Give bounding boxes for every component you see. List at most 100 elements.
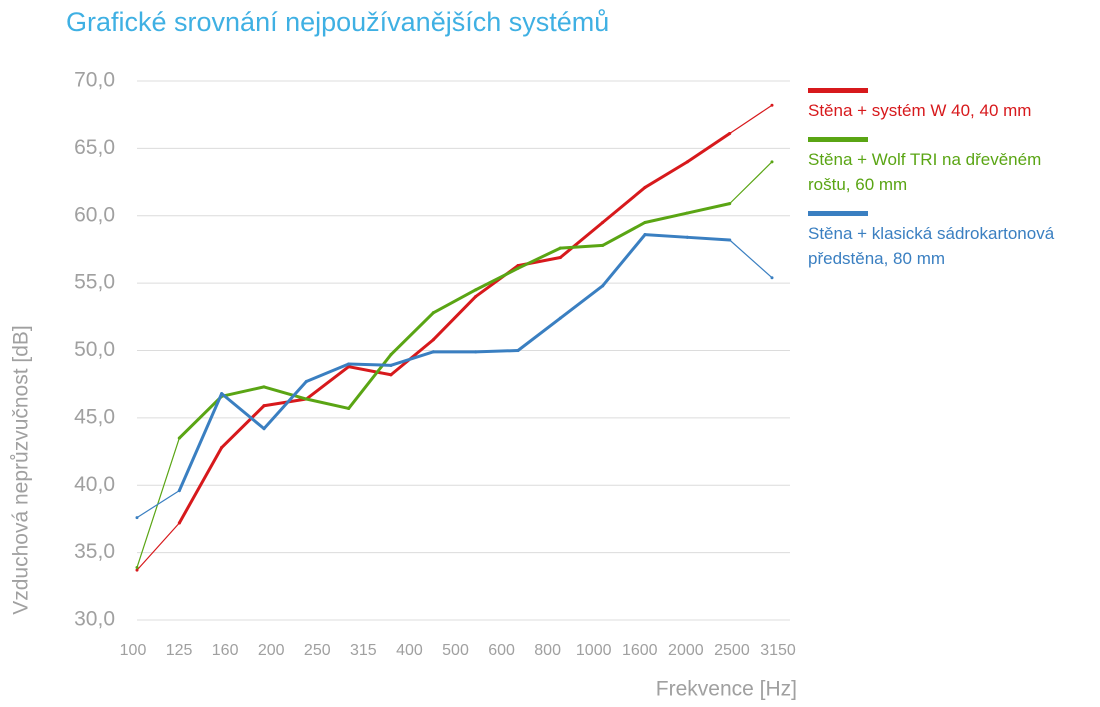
data-point xyxy=(601,220,605,224)
legend-swatch xyxy=(808,137,868,142)
y-axis-label: Vzduchová neprůzvučnost [dB] xyxy=(10,325,33,615)
data-point xyxy=(220,392,224,396)
line-segment xyxy=(643,160,689,189)
line-segment xyxy=(304,397,351,410)
x-tick-label: 800 xyxy=(534,642,561,659)
x-tick-label: 600 xyxy=(488,642,515,659)
data-point xyxy=(431,338,435,342)
data-point xyxy=(347,362,351,366)
line-segment xyxy=(177,446,224,525)
legend: Stěna + systém W 40, 40 mm Stěna + Wolf T… xyxy=(808,88,1088,285)
data-point xyxy=(304,379,308,383)
data-point xyxy=(474,295,478,299)
data-point xyxy=(135,516,139,520)
y-tick-label: 65,0 xyxy=(74,136,115,159)
data-point xyxy=(304,397,308,401)
line-segment xyxy=(347,365,393,377)
data-point xyxy=(516,349,520,352)
data-point xyxy=(431,350,435,354)
line-segment xyxy=(685,132,732,164)
line-segment xyxy=(136,490,180,519)
data-point xyxy=(643,185,647,189)
data-point xyxy=(389,373,393,377)
line-segment xyxy=(304,365,351,401)
data-point xyxy=(728,202,732,206)
line-segment xyxy=(729,161,773,205)
line-segment xyxy=(729,239,773,279)
x-tick-label: 3150 xyxy=(760,642,796,659)
data-point xyxy=(474,288,478,292)
x-tick-label: 1600 xyxy=(622,642,658,659)
line-segment xyxy=(136,437,180,569)
line-segment xyxy=(262,379,308,431)
line-segment xyxy=(601,220,647,247)
legend-swatch xyxy=(808,211,868,216)
line-segment xyxy=(516,246,562,270)
data-point xyxy=(262,427,266,431)
line-segment xyxy=(601,185,647,224)
x-tick-label: 200 xyxy=(258,642,285,659)
line-segment xyxy=(474,349,520,354)
line-segment xyxy=(643,233,689,239)
line-segment xyxy=(347,353,393,410)
data-point xyxy=(177,436,181,440)
legend-label: Stěna + klasická sádrokartonová předstěn… xyxy=(808,224,1055,268)
x-tick-label: 1000 xyxy=(576,642,612,659)
line-segment xyxy=(601,233,647,288)
line-segment xyxy=(177,394,224,440)
data-point xyxy=(601,284,605,288)
line-segment xyxy=(220,392,266,431)
y-tick-label: 70,0 xyxy=(74,69,115,92)
data-point xyxy=(389,363,393,367)
data-point xyxy=(558,246,562,250)
data-point xyxy=(643,233,647,237)
legend-swatch xyxy=(808,88,868,93)
y-tick-label: 50,0 xyxy=(74,338,115,361)
legend-label: Stěna + Wolf TRI na dřevěném roštu, 60 m… xyxy=(808,150,1042,194)
data-point xyxy=(728,132,732,136)
data-point xyxy=(177,489,181,493)
chart-title: Grafické srovnání nejpoužívanějších syst… xyxy=(66,7,609,37)
data-point xyxy=(262,404,266,408)
line-segment xyxy=(389,350,435,367)
data-point xyxy=(685,211,689,215)
y-tick-label: 60,0 xyxy=(74,203,115,226)
line-segment xyxy=(136,522,180,571)
x-tick-label: 315 xyxy=(350,642,377,659)
chart: Grafické srovnání nejpoužívanějších syst… xyxy=(10,7,797,700)
x-tick-label: 2000 xyxy=(668,642,704,659)
data-point xyxy=(347,365,351,369)
line-segment xyxy=(304,362,351,383)
line-segment xyxy=(262,397,308,408)
line-segment xyxy=(220,404,266,450)
line-segment xyxy=(347,362,393,367)
data-point xyxy=(262,385,266,389)
line-segment xyxy=(262,385,308,401)
legend-item: Stěna + Wolf TRI na dřevěném roštu, 60 m… xyxy=(808,137,1088,197)
x-tick-label: 400 xyxy=(396,642,423,659)
line-segment xyxy=(220,385,266,398)
y-tick-label: 40,0 xyxy=(74,473,115,496)
data-point xyxy=(135,565,139,569)
line-segment xyxy=(558,284,605,320)
line-segment xyxy=(431,295,478,342)
data-point xyxy=(558,316,562,320)
y-tick-label: 45,0 xyxy=(74,405,115,428)
data-point xyxy=(770,103,774,107)
line-segment xyxy=(177,392,224,493)
data-point xyxy=(643,220,647,224)
data-point xyxy=(135,568,139,572)
x-tick-label: 125 xyxy=(166,642,193,659)
line-segment xyxy=(685,202,732,215)
data-point xyxy=(389,353,393,357)
data-point xyxy=(220,446,224,450)
data-point xyxy=(558,256,562,260)
data-point xyxy=(177,521,181,525)
data-point xyxy=(728,238,732,242)
data-point xyxy=(770,276,774,280)
line-segment xyxy=(558,243,605,250)
line-segment xyxy=(389,311,435,357)
legend-label: Stěna + systém W 40, 40 mm xyxy=(808,101,1032,120)
line-segment xyxy=(431,288,478,315)
line-segment xyxy=(474,266,520,292)
